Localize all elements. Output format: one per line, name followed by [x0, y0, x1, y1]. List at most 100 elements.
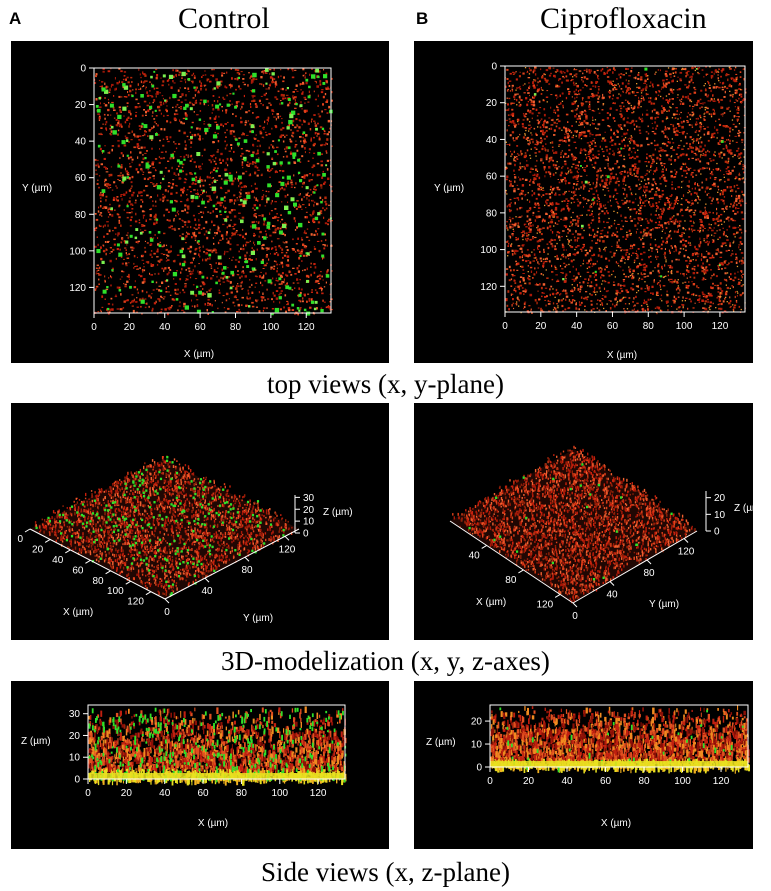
x-tick [44, 539, 51, 543]
x-tick-label: 60 [198, 788, 210, 799]
y-tick [646, 559, 652, 565]
control-top-view-plot: 0 20 40 60 80 100 120 0 20 40 60 80 100 120 Y (µm) X … [22, 64, 333, 360]
x-tick-label: 0 [487, 776, 493, 787]
x-tick-label: 20 [535, 321, 547, 332]
x-tick [554, 594, 561, 598]
y-tick-label: 40 [201, 586, 213, 597]
caption-3d-models: 3D-modelization (x, y, z-axes) [221, 646, 550, 676]
x-tick-label: 80 [638, 776, 650, 787]
y-tick-label: 100 [480, 245, 497, 256]
y-tick-label: 40 [606, 590, 618, 601]
y-axis-label: Y (µm) [243, 613, 273, 624]
z-tick-label: 10 [303, 517, 315, 528]
z-tick-label: 10 [714, 510, 726, 521]
x-tick [481, 545, 487, 549]
x-axis-label: X (µm) [198, 818, 228, 829]
x-tick-label: 20 [523, 776, 535, 787]
control-side-view-plot: 0 20 40 60 80 100 120 0 10 20 30 Z (µm) X (µm) [21, 704, 347, 829]
y-tick [609, 581, 615, 586]
control-3d-model: 0 20 40 60 80 100 120 0 40 80 120 0 10 20 30 Z (µm) X (µ… [11, 403, 389, 640]
x-tick-label: 120 [712, 321, 729, 332]
z-axis-label: Z (µm) [323, 507, 353, 518]
x-tick-label: 40 [469, 550, 481, 561]
cipro-3d-plot: 40 80 120 0 40 80 120 0 10 20 Z (µm) X (µm) Y (µm) [449, 445, 753, 622]
y-axis-label: Y (µm) [434, 183, 464, 194]
x-tick-label: 0 [502, 321, 508, 332]
z-axis-label: Z (µm) [426, 737, 456, 748]
control-top-view: 0 20 40 60 80 100 120 0 20 40 60 80 100 120 Y (µm) X … [11, 41, 389, 363]
x-axis-label: X (µm) [63, 607, 93, 618]
z-tick-label: 30 [303, 493, 315, 504]
control-side-view: 0 20 40 60 80 100 120 0 10 20 30 Z (µm) X (µm) [11, 681, 389, 849]
y-axis-line [572, 530, 698, 604]
y-tick-label: 0 [572, 611, 578, 622]
x-tick [145, 591, 152, 596]
x-tick-label: 60 [72, 565, 84, 576]
x-tick-label: 60 [607, 321, 619, 332]
x-tick-label: 80 [230, 322, 242, 333]
y-axis-line [164, 528, 300, 600]
y-tick-label: 100 [69, 246, 86, 257]
z-axis-label: Z (µm) [734, 503, 753, 514]
y-tick-label: 80 [241, 565, 253, 576]
y-tick-label: 120 [678, 547, 695, 558]
x-tick-label: 100 [263, 322, 280, 333]
y-tick-label: 40 [75, 137, 87, 148]
x-tick [85, 559, 91, 564]
z-tick-label: 20 [471, 717, 483, 728]
y-tick [244, 556, 250, 562]
y-tick [164, 598, 170, 604]
z-axis-label: Z (µm) [21, 736, 51, 747]
x-tick-label: 120 [298, 322, 315, 333]
x-tick-label: 20 [32, 544, 44, 555]
x-tick-label: 40 [561, 776, 573, 787]
x-axis-line [29, 528, 166, 600]
x-tick-label: 60 [600, 776, 612, 787]
x-tick-label: 40 [571, 321, 583, 332]
y-tick-label: 60 [75, 173, 87, 184]
x-tick-label: 0 [17, 534, 23, 545]
y-tick-label: 60 [486, 172, 498, 183]
y-tick [284, 535, 290, 541]
x-tick-label: 80 [92, 576, 104, 587]
y-tick-label: 0 [80, 64, 86, 75]
plot-frame [87, 704, 346, 780]
caption-side-views: Side views (x, z-plane) [261, 857, 510, 887]
column-title-control: Control [178, 2, 270, 35]
x-tick-label: 120 [713, 776, 730, 787]
x-tick-label: 80 [236, 788, 248, 799]
x-tick [65, 549, 71, 554]
z-tick-label: 10 [69, 753, 81, 764]
panel-letter-b: B [416, 9, 429, 28]
x-tick-label: 60 [195, 322, 207, 333]
plot-frame [489, 704, 749, 768]
y-tick-label: 120 [69, 283, 86, 294]
y-axis-label: Y (µm) [22, 183, 52, 194]
x-tick-label: 20 [121, 788, 133, 799]
x-tick [518, 569, 524, 574]
x-tick-label: 100 [674, 776, 691, 787]
cipro-side-view-plot: 0 20 40 60 80 100 120 0 10 20 Z (µm) X (µm) [426, 704, 750, 829]
z-tick-label: 20 [714, 493, 726, 504]
x-tick-label: 120 [310, 788, 327, 799]
x-axis-label: X (µm) [184, 349, 214, 360]
y-tick-label: 20 [75, 100, 87, 111]
y-tick-label: 120 [279, 544, 296, 555]
y-tick-label: 120 [480, 282, 497, 293]
y-tick-label: 0 [164, 607, 170, 618]
y-tick [683, 538, 689, 543]
x-tick [125, 580, 132, 585]
x-tick-label: 100 [676, 321, 693, 332]
z-tick-label: 0 [476, 763, 482, 774]
y-tick-label: 20 [486, 98, 498, 109]
panel-letter-a: A [9, 9, 22, 28]
y-tick [572, 602, 578, 608]
cipro-3d-model: 40 80 120 0 40 80 120 0 10 20 Z (µm) X (µm) Y (µm) [414, 403, 753, 640]
cipro-top-view-plot: 0 20 40 60 80 100 120 0 20 40 60 80 100 120 Y (µm) X … [434, 62, 747, 361]
x-tick-label: 0 [85, 788, 91, 799]
x-tick-label: 20 [124, 322, 136, 333]
z-tick-label: 0 [74, 775, 80, 786]
z-tick-label: 0 [303, 529, 309, 540]
x-tick-label: 120 [127, 597, 144, 608]
